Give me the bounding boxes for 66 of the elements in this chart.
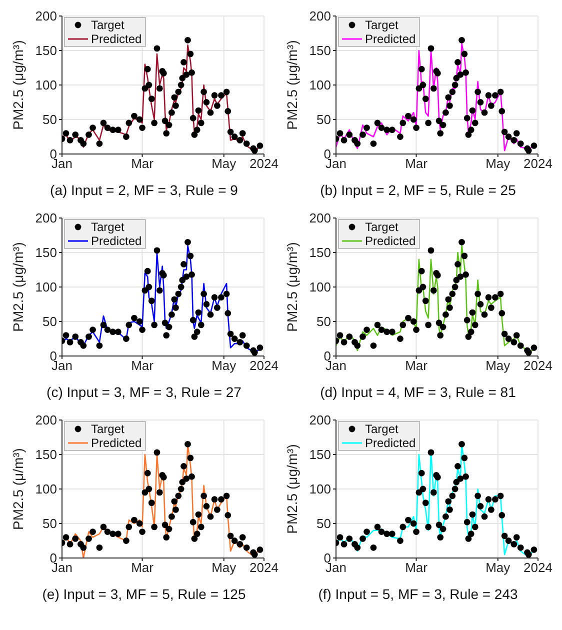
y-axis-title: PM2.5 (μg/m³) <box>284 242 300 332</box>
legend-label: Predicted <box>91 234 142 248</box>
y-axis-title: PM2.5 (μ/m³) <box>10 448 26 530</box>
legend-label: Predicted <box>365 436 416 450</box>
x-tick-label: 2024 <box>250 358 278 374</box>
legend-label: Predicted <box>365 234 416 248</box>
text: (d) Input = 4, MF = 3, Rule = 81 <box>319 384 517 400</box>
x-tick-label: May <box>212 358 237 374</box>
y-tick-label: 150 <box>35 43 57 58</box>
y-tick-label: 200 <box>35 210 57 226</box>
text: (a) Input = 2, MF = 3, Rule = 9 <box>49 182 239 198</box>
x-tick-label: 2024 <box>524 560 552 576</box>
y-tick-label: 150 <box>35 447 57 462</box>
y-tick-label: 50 <box>42 112 57 128</box>
x-tick-label: Mar <box>131 156 154 172</box>
y-tick-label: 200 <box>309 8 331 24</box>
y-tick-label: 50 <box>316 516 331 532</box>
y-axis-title: PM2.5 (μg/m³) <box>10 242 26 332</box>
y-tick-label: 100 <box>309 78 331 93</box>
legend-label: Target <box>365 422 398 436</box>
legend-label: Target <box>365 220 398 234</box>
y-axis-title: PM2.5 (μg/m³) <box>284 40 300 130</box>
legend-label: Predicted <box>91 436 142 450</box>
x-tick-label: 2024 <box>524 358 552 374</box>
x-tick-label: May <box>212 156 237 172</box>
x-tick-label: 2024 <box>250 156 278 172</box>
y-tick-label: 150 <box>309 447 331 462</box>
y-tick-label: 200 <box>309 412 331 428</box>
y-tick-label: 200 <box>309 210 331 226</box>
x-tick-label: Mar <box>405 560 428 576</box>
x-tick-label: May <box>486 358 511 374</box>
y-tick-label: 200 <box>35 412 57 428</box>
x-tick-label: Mar <box>405 358 428 374</box>
x-tick-label: May <box>486 156 511 172</box>
x-tick-label: 2024 <box>250 560 278 576</box>
y-tick-label: 50 <box>42 516 57 532</box>
legend-label: Target <box>365 18 398 32</box>
text: (e) Input = 3, MF = 5, Rule = 125 <box>41 586 247 602</box>
legend-label: Predicted <box>91 32 142 46</box>
y-tick-label: 150 <box>309 43 331 58</box>
text: (b) Input = 2, MF = 5, Rule = 25 <box>319 182 517 198</box>
y-tick-label: 150 <box>35 245 57 260</box>
y-tick-label: 100 <box>35 78 57 93</box>
y-tick-label: 50 <box>316 112 331 128</box>
legend-label: Predicted <box>365 32 416 46</box>
y-tick-label: 100 <box>35 482 57 497</box>
y-tick-label: 200 <box>35 8 57 24</box>
y-tick-label: 50 <box>316 314 331 330</box>
y-axis-title: PM2.5 (μg/m³) <box>284 444 300 534</box>
x-tick-label: Mar <box>131 560 154 576</box>
legend-label: Target <box>91 220 124 234</box>
x-tick-label: Mar <box>405 156 428 172</box>
x-tick-label: May <box>486 560 511 576</box>
y-tick-label: 150 <box>309 245 331 260</box>
y-tick-label: 100 <box>309 482 331 497</box>
x-tick-label: 2024 <box>524 156 552 172</box>
y-tick-label: 100 <box>309 280 331 295</box>
x-tick-label: May <box>212 560 237 576</box>
y-tick-label: 50 <box>42 314 57 330</box>
legend-label: Target <box>91 422 124 436</box>
y-axis-title: PM2.5 (μg/m³) <box>10 40 26 130</box>
text: (f) Input = 5, MF = 3, Rule = 243 <box>317 586 519 602</box>
legend-label: Target <box>91 18 124 32</box>
x-tick-label: Mar <box>131 358 154 374</box>
text: (c) Input = 3, MF = 3, Rule = 27 <box>46 384 242 400</box>
y-tick-label: 100 <box>35 280 57 295</box>
